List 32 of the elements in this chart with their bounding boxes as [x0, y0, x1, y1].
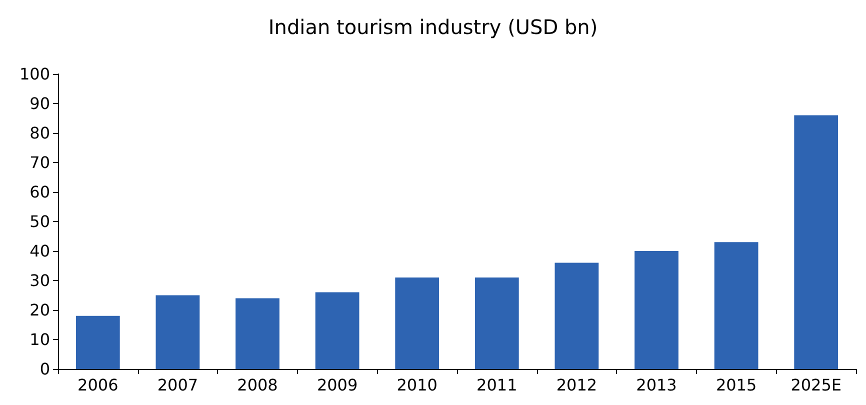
bar — [554, 262, 599, 369]
y-tick-label: 20 — [30, 300, 50, 320]
x-tick-label: 2009 — [316, 376, 358, 394]
bar — [714, 242, 758, 369]
y-tick-label: 90 — [30, 94, 50, 113]
y-tick-label: 0 — [40, 360, 50, 378]
x-tick-label: 2010 — [396, 376, 438, 394]
bar — [76, 316, 120, 369]
bar — [395, 278, 440, 369]
bar — [474, 278, 519, 369]
x-tick-label: 2013 — [636, 376, 677, 394]
bar — [236, 298, 280, 369]
chart-title: Indian tourism industry (USD bn) — [268, 15, 598, 39]
bar — [634, 251, 678, 369]
x-tick-label: 2011 — [476, 376, 518, 394]
y-tick-label: 60 — [30, 182, 50, 202]
bar — [315, 292, 360, 369]
y-tick-label: 100 — [19, 64, 50, 84]
bar — [156, 295, 200, 369]
x-tick-label: 2015 — [716, 376, 757, 394]
y-tick-label: 10 — [30, 330, 50, 349]
y-tick-label: 80 — [30, 124, 50, 142]
bar — [794, 115, 838, 369]
x-tick-label: 2025E — [790, 376, 842, 394]
y-tick-label: 50 — [30, 212, 50, 231]
x-tick-label: 2008 — [237, 376, 278, 394]
x-tick-label: 2012 — [556, 376, 598, 394]
x-tick-label: 2007 — [157, 376, 198, 394]
y-tick-label: 40 — [30, 242, 50, 260]
y-tick-label: 30 — [30, 271, 50, 290]
x-tick-label: 2006 — [78, 376, 118, 394]
y-tick-label: 70 — [30, 153, 50, 172]
